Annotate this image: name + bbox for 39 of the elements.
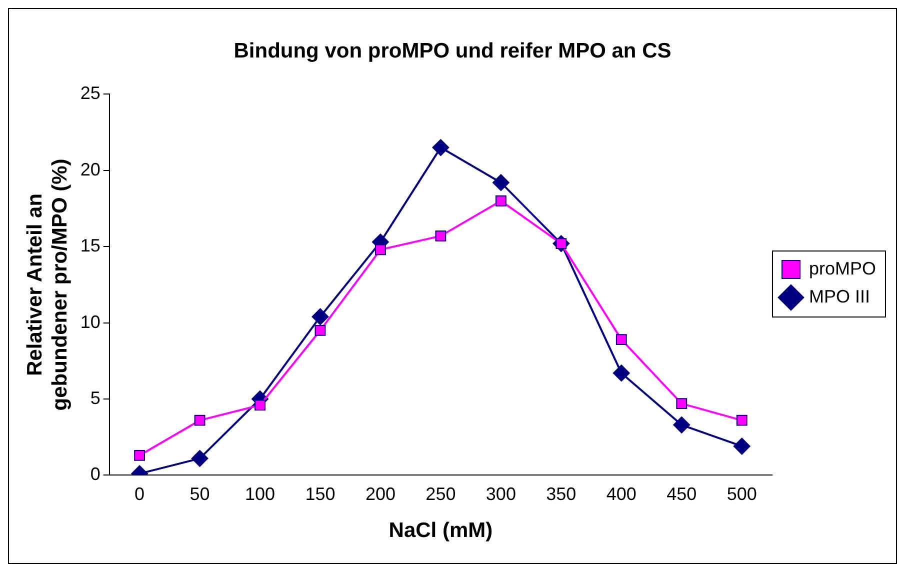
- point: [432, 139, 450, 156]
- point: [736, 414, 748, 426]
- point: [435, 230, 446, 242]
- point: [733, 438, 750, 455]
- point: [134, 450, 145, 461]
- point: [492, 174, 510, 192]
- y-axis-title: Relativer Anteil an gebundener pro/MPO (%): [23, 158, 72, 411]
- x-tick-label: 450: [666, 484, 697, 504]
- x-tick-label: 500: [726, 484, 757, 504]
- point: [616, 334, 627, 346]
- legend-label: MPO III: [808, 286, 870, 306]
- x-tick-label: 350: [546, 484, 576, 504]
- x-tick-label: 150: [305, 484, 336, 504]
- point: [314, 324, 326, 336]
- point: [495, 195, 506, 206]
- y-tick-label: 20: [80, 159, 100, 180]
- point: [194, 414, 206, 426]
- x-tick-label: 50: [190, 484, 210, 504]
- point: [612, 364, 630, 382]
- point: [676, 398, 688, 410]
- legend-label: proMPO: [808, 258, 876, 278]
- y-tick-label: 5: [90, 388, 100, 408]
- x-tick-label: 100: [244, 484, 276, 504]
- y-tick-label: 15: [80, 236, 100, 256]
- y-tick-label: 25: [80, 83, 100, 104]
- point: [375, 244, 386, 256]
- x-tick-label: 0: [134, 484, 145, 504]
- x-axis-title: NaCl (mM): [388, 519, 493, 542]
- point: [254, 400, 266, 411]
- x-tick-label: 300: [486, 484, 516, 504]
- x-tick-label: 250: [426, 484, 456, 504]
- point: [312, 308, 329, 326]
- x-tick-label: 200: [365, 484, 396, 504]
- x-tick-label: 400: [606, 484, 636, 504]
- chart-title: Bindung von proMPO und reifer MPO an CS: [234, 39, 672, 62]
- y-tick-label: 10: [80, 312, 100, 332]
- point: [673, 416, 690, 434]
- y-tick-label: 0: [90, 464, 100, 484]
- point: [191, 450, 208, 467]
